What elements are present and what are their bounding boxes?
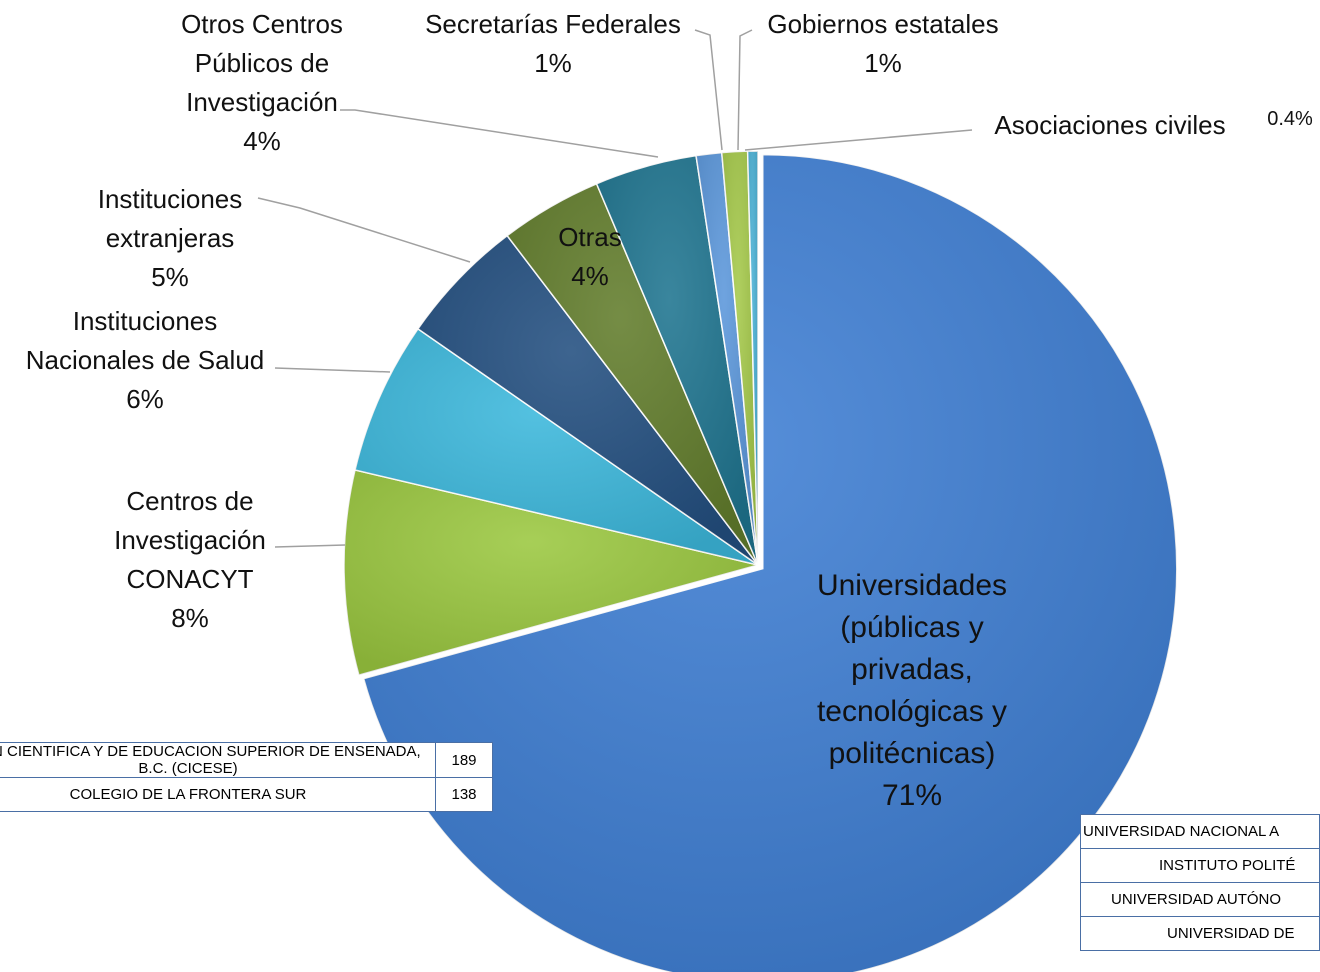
slice-label: Instituciones extranjeras 5%: [70, 180, 270, 297]
slice-label: Otros Centros Públicos de Investigación 4…: [162, 5, 362, 161]
category-name: Asociaciones civiles: [994, 110, 1226, 140]
category-name: Instituciones Nacionales de Salud: [25, 306, 265, 375]
category-name: Secretarías Federales: [425, 9, 681, 39]
table-row: UNIVERSIDAD AUTÓNO: [1080, 882, 1320, 917]
table-cell: UNIVERSIDAD DE: [1080, 916, 1320, 951]
percent-label: 71%: [881, 779, 943, 812]
table-cell: ACIÓN CIENTIFICA Y DE EDUCACION SUPERIOR…: [0, 742, 436, 778]
pie: [343, 150, 1178, 972]
table-row: UNIVERSIDAD NACIONAL A: [1080, 814, 1320, 849]
slice-label: Instituciones Nacionales de Salud 6%: [5, 302, 285, 419]
category-name: Otras: [558, 222, 622, 252]
table-row: COLEGIO DE LA FRONTERA SUR 138: [0, 777, 493, 812]
slice-label: Gobiernos estatales 1%: [743, 5, 1023, 83]
percent-label: 4%: [571, 261, 609, 291]
table-cell: UNIVERSIDAD NACIONAL A: [1080, 814, 1320, 849]
category-name: Instituciones extranjeras: [97, 184, 243, 253]
percent-label: 1%: [864, 48, 902, 78]
slice-label: Secretarías Federales 1%: [403, 5, 703, 83]
data-table: ACIÓN CIENTIFICA Y DE EDUCACION SUPERIOR…: [0, 742, 493, 812]
table-row: INSTITUTO POLITÉ: [1080, 848, 1320, 883]
leader-line: [737, 29, 753, 151]
percent-label: 4%: [243, 126, 281, 156]
leader-line: [694, 29, 723, 151]
slice-label: Otras 4%: [540, 218, 640, 296]
leader-line: [257, 197, 471, 263]
percent-label: 0.4%: [1267, 108, 1313, 130]
table-cell: 189: [435, 742, 493, 778]
table-cell: 138: [435, 777, 493, 812]
leader-line: [744, 129, 973, 151]
percent-label: 5%: [151, 262, 189, 292]
category-name: Gobiernos estatales: [767, 9, 999, 39]
percent-label: 1%: [534, 48, 572, 78]
leader-line: [340, 109, 659, 158]
leader-lines: [257, 29, 973, 548]
table-row: ACIÓN CIENTIFICA Y DE EDUCACION SUPERIOR…: [0, 742, 493, 778]
slice-label: Centros de Investigación CONACYT 8%: [100, 482, 280, 638]
category-name: Centros de Investigación CONACYT: [114, 486, 266, 594]
leader-line: [274, 544, 346, 548]
percent-label: 8%: [171, 603, 209, 633]
percent-label: 6%: [126, 384, 164, 414]
data-table: UNIVERSIDAD NACIONAL A INSTITUTO POLITÉ UN…: [1080, 814, 1320, 951]
slice-label: Universidades (públicas y privadas, tecn…: [782, 565, 1042, 817]
leader-line: [274, 367, 391, 373]
category-name: Universidades (públicas y privadas, tecn…: [816, 569, 1008, 770]
table-cell: UNIVERSIDAD AUTÓNO: [1080, 882, 1320, 917]
category-name: Otros Centros Públicos de Investigación: [181, 9, 343, 117]
table-cell: COLEGIO DE LA FRONTERA SUR: [0, 777, 436, 812]
table-row: UNIVERSIDAD DE: [1080, 916, 1320, 951]
table-cell: INSTITUTO POLITÉ: [1080, 848, 1320, 883]
